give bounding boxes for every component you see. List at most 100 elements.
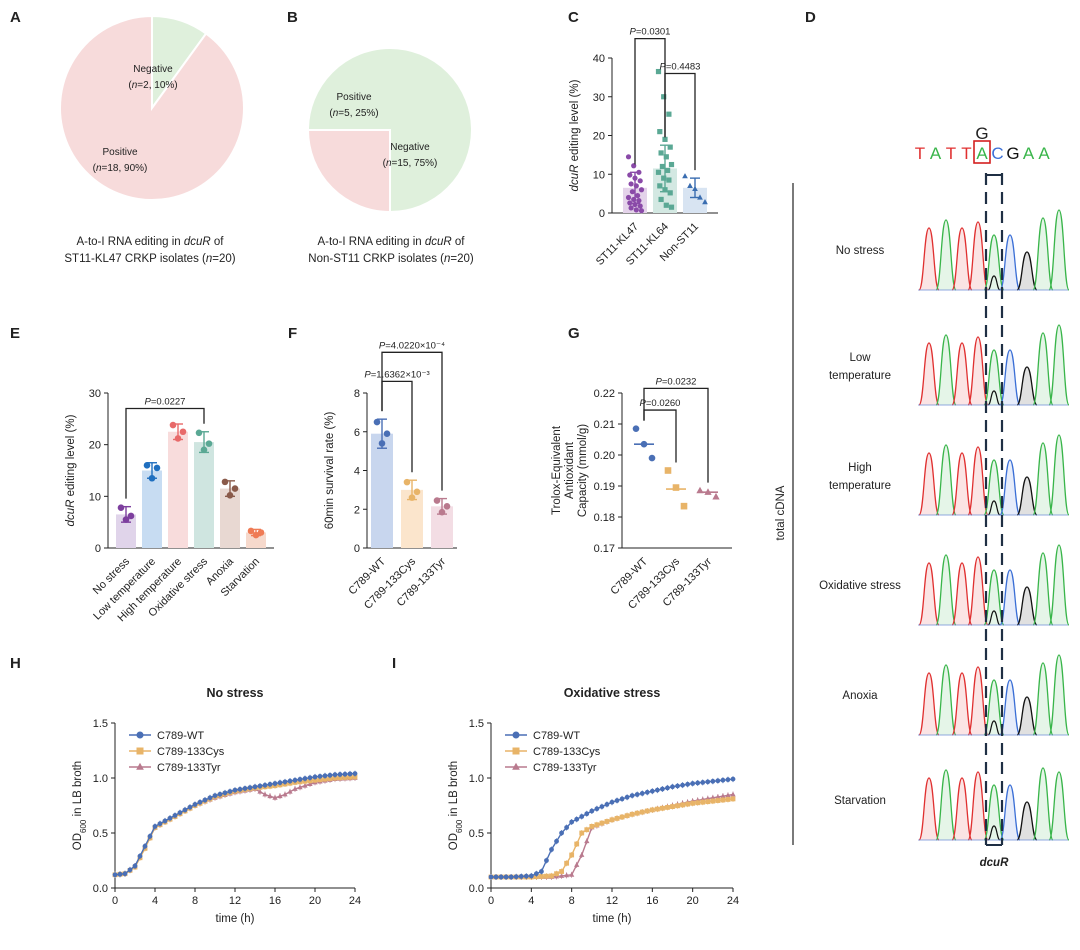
data-point [127, 512, 135, 520]
data-point [629, 189, 636, 195]
data-point [609, 799, 615, 805]
data-point [632, 201, 638, 208]
data-point [252, 531, 260, 539]
condition-label: High [848, 462, 872, 474]
y-tick-label: 10 [89, 491, 101, 503]
y-tick-label: 0 [599, 208, 605, 220]
pie-chart-b: Negative (n=15, 75%) Positive (n=5, 25%) [306, 47, 473, 214]
data-point [443, 503, 451, 510]
chart-title: Oxidative stress [564, 686, 661, 700]
data-point [205, 440, 213, 447]
chromatogram-peak [983, 679, 1005, 736]
data-point [147, 833, 153, 839]
chromatogram-peak [1048, 324, 1070, 406]
edit-site-dashes [984, 173, 1004, 845]
x-tick-label: 20 [309, 895, 321, 907]
data-point [317, 773, 323, 779]
data-point [712, 492, 720, 500]
legend-label: C789-133Cys [157, 746, 225, 758]
chromatogram-peak [935, 334, 957, 406]
data-point [705, 779, 711, 785]
data-point [277, 793, 283, 799]
y-tick-label: 0.20 [594, 450, 615, 462]
caption-line2-A: ST11-KL47 CRKP isolates (n=20) [64, 253, 235, 265]
chromatogram-peak [1032, 552, 1054, 626]
data-point [221, 478, 229, 486]
caption-line1-A: A-to-I RNA editing in dcuR of [76, 236, 224, 248]
data-point [631, 196, 637, 203]
data-point [226, 492, 234, 499]
data-point [137, 853, 143, 859]
data-point [638, 187, 645, 193]
chromatogram-peak [918, 777, 940, 841]
data-point [558, 873, 565, 878]
data-point [202, 797, 208, 803]
gene-label: dcuR [980, 857, 1009, 869]
chromatogram-peak [967, 556, 989, 626]
condition-label: Low [849, 352, 871, 364]
data-point [666, 111, 672, 117]
pie-slice-positive [306, 129, 391, 214]
data-point [322, 776, 328, 782]
data-point [153, 464, 161, 472]
data-point [262, 782, 268, 788]
data-point [148, 474, 156, 482]
data-point [533, 874, 539, 880]
data-point [403, 478, 411, 486]
data-point [574, 841, 580, 847]
condition-label: temperature [829, 480, 891, 492]
data-point [544, 858, 549, 863]
caption-line1-B: A-to-I RNA editing in dcuR of [317, 236, 465, 248]
chart-title: No stress [207, 686, 264, 700]
bar-chart-f: 02468P=1.6362×10⁻³P=4.0220×10⁻⁴C789-WTC7… [324, 340, 457, 612]
pie-count-positive: (n=5, 25%) [329, 108, 378, 119]
y-tick-label: 10 [593, 169, 605, 181]
data-point [624, 794, 630, 800]
data-point [685, 781, 691, 787]
data-point [619, 814, 625, 820]
data-point [644, 808, 650, 814]
data-point [563, 872, 570, 878]
data-point [132, 863, 138, 869]
bar [371, 433, 393, 548]
data-point [633, 183, 639, 189]
chromatogram-peak [983, 234, 1005, 291]
data-point [628, 181, 634, 187]
sequence-base: T [946, 144, 956, 163]
panel-letter-I: I [392, 655, 396, 672]
chromatogram-peak [967, 771, 989, 841]
x-tick-label: 12 [606, 895, 618, 907]
y-tick-label: 30 [89, 388, 101, 400]
y-tick-label: 20 [89, 440, 101, 452]
chromatogram-peak [983, 459, 1005, 516]
legend-marker [512, 747, 520, 755]
data-point [614, 816, 620, 821]
pie-label-positive: Positive [102, 147, 137, 158]
data-point [720, 793, 726, 799]
data-point [697, 194, 703, 200]
x-tick-label: 0 [488, 895, 494, 907]
chromatogram-peak [999, 349, 1021, 406]
data-point [695, 800, 701, 806]
data-point [297, 784, 303, 790]
p-value-label: P=1.6362×10⁻³ [364, 369, 429, 380]
data-point [247, 527, 255, 535]
data-point [725, 777, 731, 783]
data-point [649, 807, 655, 813]
p-value-label: P=0.0260 [640, 398, 681, 409]
data-point [327, 776, 333, 781]
y-tick-label: 0.17 [594, 543, 615, 555]
bar [142, 470, 162, 548]
data-point [493, 874, 499, 880]
condition-label: Oxidative stress [819, 580, 901, 592]
data-point [197, 799, 203, 805]
y-tick-label: 0 [354, 543, 360, 555]
data-point [182, 807, 188, 813]
legend-marker [512, 731, 520, 739]
side-label: total cDNA [775, 485, 787, 540]
data-point [667, 144, 673, 150]
data-point [579, 814, 585, 819]
data-point [282, 779, 288, 785]
data-point [342, 775, 348, 780]
